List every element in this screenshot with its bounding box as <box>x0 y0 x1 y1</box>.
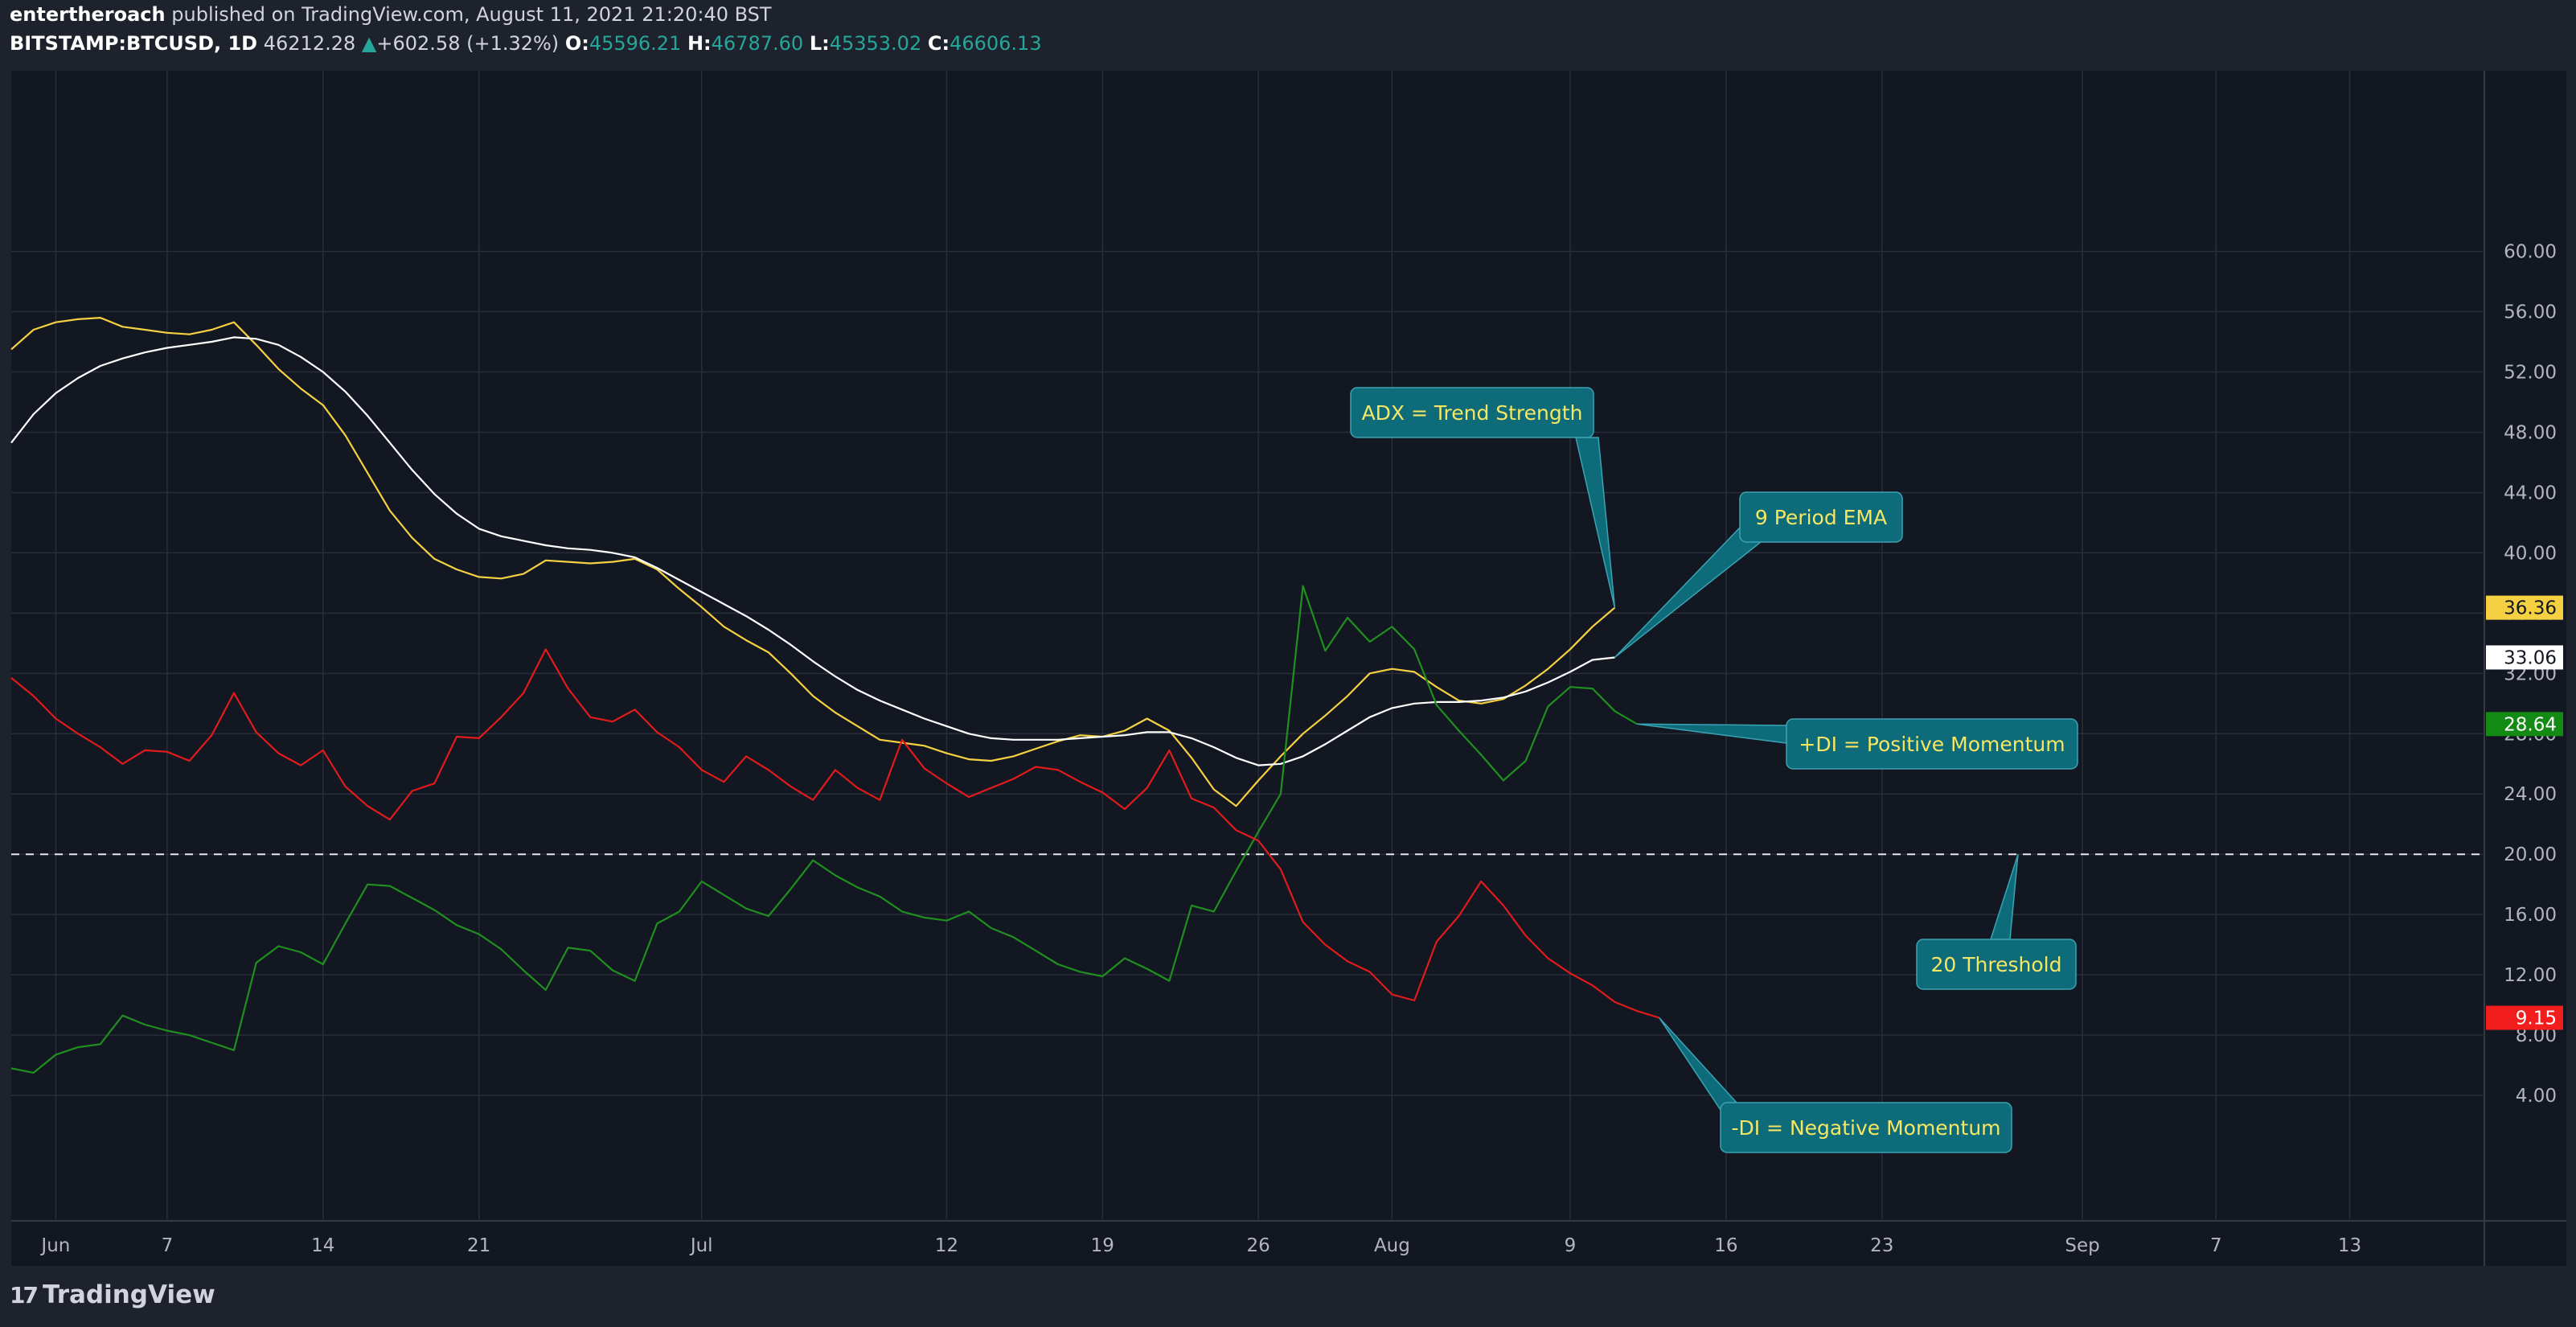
x-tick-label: Jun <box>39 1235 70 1256</box>
y-tick-label: 44.00 <box>2504 483 2557 503</box>
time-axis <box>11 1221 2566 1266</box>
callout-threshold: 20 Threshold <box>1916 853 2077 990</box>
callout-text: -DI = Negative Momentum <box>1731 1116 2000 1140</box>
y-tick-label: 48.00 <box>2504 422 2557 443</box>
callout-box <box>1720 1102 2012 1153</box>
x-tick-label: Jul <box>689 1235 713 1256</box>
author-name[interactable]: entertheroach <box>10 3 166 26</box>
ohlc-header: BITSTAMP:BTCUSD, 1D 46212.28 ▲+602.58 (+… <box>10 32 1042 55</box>
publish-text: published on TradingView.com, August 11,… <box>171 3 772 26</box>
last-value-badge-+DI <box>2486 712 2563 737</box>
callout-box <box>1350 387 1594 438</box>
price-change: +602.58 (+1.32%) <box>376 32 560 55</box>
last-value-badge-EMA <box>2486 645 2563 670</box>
symbol-label: BITSTAMP:BTCUSD, 1D <box>10 32 258 55</box>
callout--DI: -DI = Negative Momentum <box>1659 1017 2012 1153</box>
y-tick-label: 4.00 <box>2516 1086 2557 1107</box>
callout-+DI: +DI = Positive Momentum <box>1637 718 2078 770</box>
series-line--DI <box>10 648 1660 1019</box>
x-tick-label: 7 <box>162 1235 174 1256</box>
last-value-label-EMA: 33.06 <box>2504 647 2557 668</box>
y-tick-label: 16.00 <box>2504 905 2557 926</box>
callout-text: 9 Period EMA <box>1755 506 1887 529</box>
last-value-label-ADX: 36.36 <box>2504 598 2557 619</box>
callout-EMA: 9 Period EMA <box>1614 491 1903 659</box>
last-value-badge--DI <box>2486 1005 2563 1030</box>
callout-text: ADX = Trend Strength <box>1362 401 1583 425</box>
x-tick-label: 16 <box>1714 1235 1737 1256</box>
open-label: O: <box>564 32 589 55</box>
callout-box <box>1916 939 2077 990</box>
y-tick-label: 60.00 <box>2504 242 2557 263</box>
y-tick-label: 52.00 <box>2504 363 2557 384</box>
series-line-+DI <box>10 585 1638 1074</box>
low-value: 45353.02 <box>829 32 922 55</box>
x-tick-label: 13 <box>2338 1235 2361 1256</box>
close-label: C: <box>927 32 950 55</box>
last-value-label-+DI: 28.64 <box>2504 714 2557 735</box>
x-tick-label: 26 <box>1247 1235 1270 1256</box>
low-label: L: <box>809 32 830 55</box>
callout-box <box>1739 491 1903 543</box>
brand-name: TradingView <box>42 1280 215 1309</box>
plot-area <box>11 71 2484 1221</box>
callout-ADX: ADX = Trend Strength <box>1350 387 1616 608</box>
x-tick-label: 14 <box>311 1235 334 1256</box>
y-tick-label: 12.00 <box>2504 965 2557 986</box>
series-line-ADX <box>10 317 1616 807</box>
x-tick-label: 9 <box>1565 1235 1577 1256</box>
high-value: 46787.60 <box>711 32 804 55</box>
last-value-badge-ADX <box>2486 595 2563 620</box>
up-arrow-icon: ▲ <box>361 32 377 55</box>
tradingview-brand[interactable]: 17 TradingView <box>10 1280 215 1309</box>
last-price: 46212.28 <box>263 32 356 55</box>
y-tick-label: 56.00 <box>2504 302 2557 323</box>
last-value-label--DI: 9.15 <box>2516 1009 2557 1029</box>
callout-box <box>1786 718 2078 770</box>
callout-text: +DI = Positive Momentum <box>1799 733 2065 756</box>
x-tick-label: 23 <box>1870 1235 1893 1256</box>
callout-text: 20 Threshold <box>1931 953 2062 976</box>
open-value: 45596.21 <box>589 32 682 55</box>
x-tick-label: 19 <box>1091 1235 1114 1256</box>
x-tick-label: Aug <box>1374 1235 1410 1256</box>
close-value: 46606.13 <box>950 32 1042 55</box>
y-tick-label: 24.00 <box>2504 784 2557 805</box>
y-tick-label: 20.00 <box>2504 844 2557 865</box>
x-tick-label: Sep <box>2065 1235 2099 1256</box>
x-tick-label: 12 <box>935 1235 958 1256</box>
x-tick-label: 21 <box>467 1235 490 1256</box>
y-tick-label: 40.00 <box>2504 543 2557 564</box>
x-tick-label: 7 <box>2210 1235 2222 1256</box>
tradingview-logo-icon: 17 <box>10 1281 39 1309</box>
series-line-EMA <box>10 336 1615 766</box>
publish-info: entertheroach published on TradingView.c… <box>10 3 772 26</box>
high-label: H: <box>687 32 712 55</box>
